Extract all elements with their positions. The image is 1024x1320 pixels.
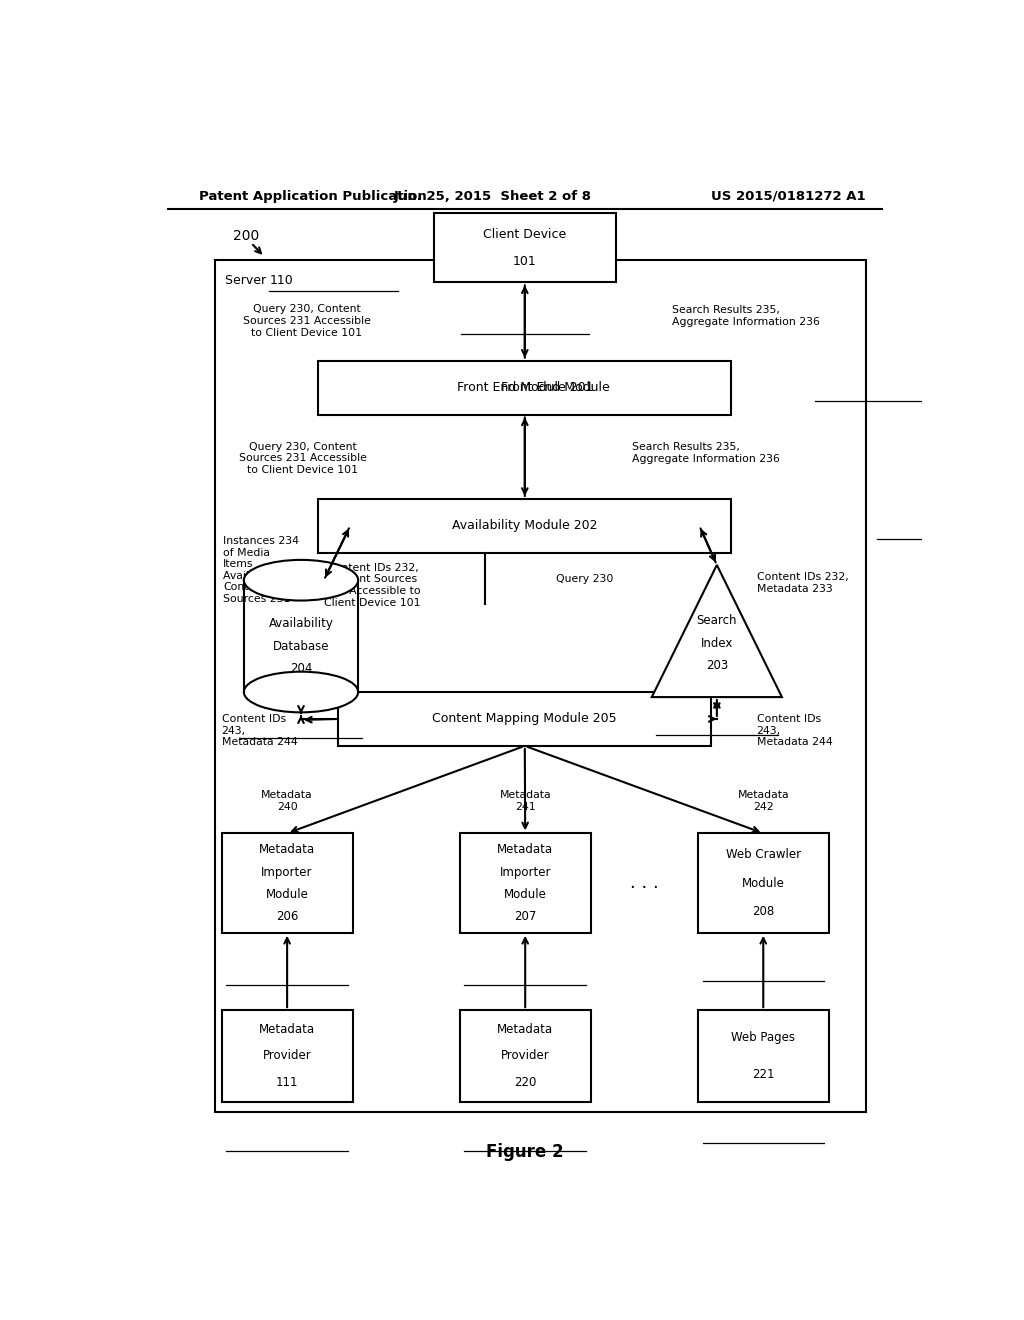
Text: Metadata: Metadata (497, 1023, 553, 1036)
Text: Database: Database (272, 640, 330, 653)
Text: Query 230, Content
Sources 231 Accessible
to Client Device 101: Query 230, Content Sources 231 Accessibl… (239, 442, 367, 475)
Text: Content IDs
243,
Metadata 244: Content IDs 243, Metadata 244 (221, 714, 297, 747)
Text: 200: 200 (232, 228, 259, 243)
Text: Metadata: Metadata (259, 843, 315, 857)
Text: Module: Module (265, 887, 308, 900)
Text: Content IDs 232,
Content Sources
231 Accessible to
Client Device 101: Content IDs 232, Content Sources 231 Acc… (325, 562, 421, 607)
Bar (215, 260, 866, 1111)
Text: Front End Module: Front End Module (501, 381, 613, 395)
Text: Search: Search (696, 614, 737, 627)
Bar (338, 692, 712, 746)
Text: Importer: Importer (500, 866, 551, 879)
Text: Module: Module (741, 876, 784, 890)
Bar (318, 360, 731, 414)
Text: . . .: . . . (630, 874, 658, 892)
Text: 208: 208 (753, 906, 774, 917)
Text: Metadata
242: Metadata 242 (737, 789, 790, 812)
Text: Importer: Importer (261, 866, 313, 879)
Text: 220: 220 (514, 1076, 537, 1089)
Text: 206: 206 (275, 909, 298, 923)
Text: US 2015/0181272 A1: US 2015/0181272 A1 (712, 190, 866, 202)
Text: 101: 101 (513, 255, 537, 268)
Text: Content IDs 232,
Metadata 233: Content IDs 232, Metadata 233 (757, 573, 848, 594)
Text: Front End Module 201: Front End Module 201 (457, 381, 593, 395)
Text: 110: 110 (269, 273, 293, 286)
Text: 221: 221 (752, 1068, 774, 1081)
Text: 111: 111 (275, 1076, 298, 1089)
Bar (221, 833, 352, 933)
Bar (460, 1010, 591, 1102)
Text: Patent Application Publication: Patent Application Publication (200, 190, 427, 202)
Text: Availability: Availability (268, 618, 334, 631)
Text: Metadata
240: Metadata 240 (261, 789, 313, 812)
Bar (318, 499, 731, 553)
Text: Content IDs
243,
Metadata 244: Content IDs 243, Metadata 244 (757, 714, 833, 747)
Text: Jun. 25, 2015  Sheet 2 of 8: Jun. 25, 2015 Sheet 2 of 8 (394, 190, 592, 202)
Text: Client Device: Client Device (483, 228, 566, 242)
Text: Figure 2: Figure 2 (486, 1143, 563, 1162)
Ellipse shape (244, 560, 358, 601)
Text: Content Mapping Module 205: Content Mapping Module 205 (432, 713, 617, 726)
Text: Index: Index (700, 636, 733, 649)
Text: Instances 234
of Media
Items
Available on
Content
Sources 231: Instances 234 of Media Items Available o… (223, 536, 299, 605)
Text: 207: 207 (514, 909, 537, 923)
Text: Web Crawler: Web Crawler (726, 849, 801, 861)
Text: Availability Module 202: Availability Module 202 (452, 519, 598, 532)
Text: Metadata: Metadata (259, 1023, 315, 1036)
Text: Web Pages: Web Pages (731, 1031, 796, 1044)
Bar (697, 1010, 828, 1102)
Text: Search Results 235,
Aggregate Information 236: Search Results 235, Aggregate Informatio… (672, 305, 819, 327)
Text: Provider: Provider (263, 1049, 311, 1063)
Bar (433, 214, 616, 282)
Bar (697, 833, 828, 933)
Text: 203: 203 (706, 659, 728, 672)
Ellipse shape (244, 560, 358, 601)
Polygon shape (652, 565, 782, 697)
Ellipse shape (244, 672, 358, 713)
Text: Metadata: Metadata (497, 843, 553, 857)
Text: Search Results 235,
Aggregate Information 236: Search Results 235, Aggregate Informatio… (632, 442, 780, 463)
Text: Module: Module (504, 887, 547, 900)
Text: Server: Server (225, 273, 270, 286)
Text: Query 230: Query 230 (556, 574, 613, 585)
Text: Query 230, Content
Sources 231 Accessible
to Client Device 101: Query 230, Content Sources 231 Accessibl… (243, 305, 371, 338)
Bar (460, 833, 591, 933)
Text: 204: 204 (290, 663, 312, 675)
Text: Metadata
241: Metadata 241 (500, 789, 551, 812)
Text: Provider: Provider (501, 1049, 550, 1063)
Bar (221, 1010, 352, 1102)
